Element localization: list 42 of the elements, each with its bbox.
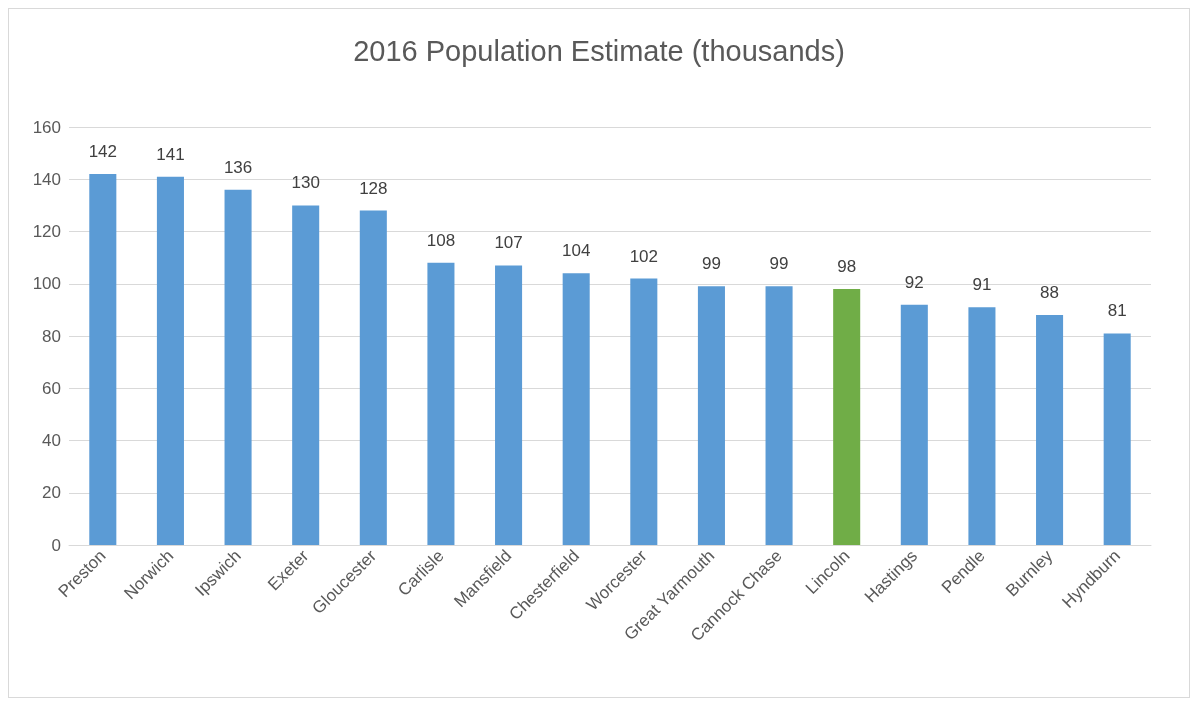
y-tick-label: 100 [32, 274, 61, 294]
data-label: 92 [904, 272, 924, 292]
data-label: 141 [156, 144, 185, 164]
bar [359, 210, 387, 545]
y-tick-label: 20 [42, 483, 61, 503]
y-tick-label: 60 [42, 378, 61, 398]
y-tick-label: 160 [32, 117, 61, 137]
data-label: 107 [494, 233, 523, 253]
data-label: 99 [701, 254, 721, 274]
bar [1103, 333, 1131, 545]
data-label: 128 [359, 178, 388, 198]
bar [1036, 315, 1064, 545]
data-label: 91 [972, 275, 992, 295]
data-label: 88 [1040, 283, 1060, 303]
data-label: 142 [88, 142, 117, 162]
bar [697, 286, 725, 545]
bar [89, 174, 117, 545]
data-label: 104 [562, 241, 591, 261]
bar [224, 189, 252, 545]
data-label: 136 [223, 157, 253, 177]
y-tick-label: 80 [42, 326, 61, 346]
bar [968, 307, 996, 545]
data-label: 98 [837, 256, 857, 276]
chart-title: 2016 Population Estimate (thousands) [353, 34, 845, 67]
y-tick-label: 40 [42, 431, 61, 450]
bar [427, 262, 455, 545]
bar [292, 205, 320, 545]
bar [495, 265, 523, 545]
data-label: 130 [291, 173, 320, 193]
y-tick-label: 0 [51, 535, 61, 555]
data-label: 81 [1107, 301, 1127, 321]
data-label: 108 [426, 230, 456, 250]
bar [765, 286, 793, 545]
bar [562, 273, 590, 545]
bar [900, 304, 928, 545]
y-tick-label: 140 [32, 169, 61, 189]
bar [630, 278, 658, 545]
bar [156, 176, 184, 545]
data-label: 99 [769, 254, 789, 274]
data-label: 102 [629, 246, 658, 266]
bar [833, 288, 861, 545]
y-tick-label: 120 [32, 222, 61, 241]
